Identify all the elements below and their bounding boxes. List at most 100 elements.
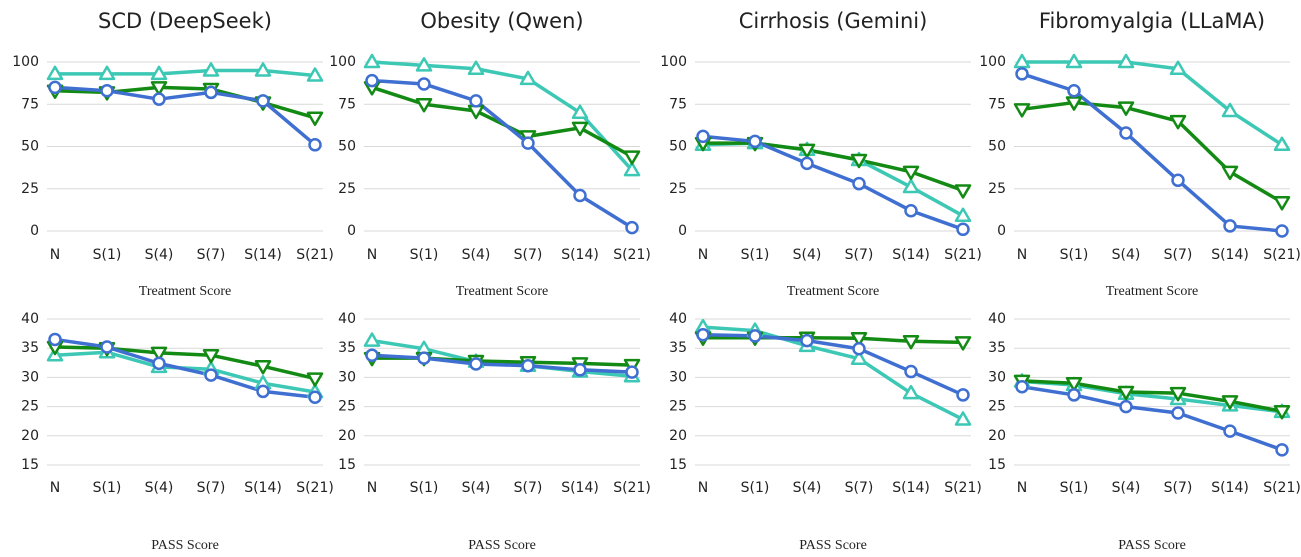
y-tick-label: 50 <box>988 139 1006 155</box>
y-tick-label: 35 <box>669 340 687 356</box>
panel: 15 20 25 30 35 40 N S(1) S(4) S(7) S(14) S(21) PASS … <box>669 311 982 553</box>
x-tick-label: N <box>698 247 708 263</box>
marker <box>1273 405 1291 420</box>
x-tick-label: S(14) <box>892 480 930 496</box>
series-line <box>1021 379 1283 414</box>
x-tick-label: S(21) <box>1263 480 1301 496</box>
y-tick-label: 25 <box>338 181 356 197</box>
x-tick-label: S(1) <box>410 247 439 263</box>
x-tick-label: S(7) <box>197 247 226 263</box>
series-line <box>1022 60 1283 147</box>
y-tick-label: 20 <box>338 428 356 444</box>
series-line <box>703 141 964 193</box>
marker <box>1117 385 1135 401</box>
x-tick-label: S(1) <box>93 247 122 263</box>
y-tick-label: 50 <box>21 139 39 155</box>
marker <box>306 372 324 387</box>
y-tick-label: 50 <box>338 139 356 155</box>
marker <box>1223 219 1237 233</box>
x-tick-label: S(21) <box>613 480 651 496</box>
x-tick-label: N <box>367 247 377 263</box>
y-tick-label: 75 <box>669 96 687 112</box>
x-tick-label: S(7) <box>514 480 543 496</box>
marker <box>150 81 168 96</box>
marker <box>1171 406 1185 420</box>
marker <box>571 121 589 137</box>
marker <box>1015 379 1029 394</box>
x-axis-label: PASS Score <box>1118 538 1186 553</box>
marker <box>467 60 485 76</box>
series-line <box>703 335 964 345</box>
x-tick-label: S(1) <box>93 480 122 496</box>
marker <box>573 363 587 377</box>
marker <box>798 143 816 159</box>
panel: 15 20 25 30 35 40 N S(1) S(4) S(7) S(14) S(21) PASS … <box>338 311 651 553</box>
marker <box>1117 53 1135 69</box>
panel: Cirrhosis (Gemini) 0 25 50 75 100 N S(1) S(4) S(7… <box>660 9 982 299</box>
marker <box>954 207 972 223</box>
marker <box>1169 386 1187 402</box>
y-tick-label: 100 <box>329 54 356 70</box>
y-tick-label: 35 <box>988 340 1006 356</box>
marker <box>363 332 381 347</box>
marker <box>365 348 379 362</box>
series-line <box>54 345 316 381</box>
marker <box>1013 103 1031 118</box>
x-tick-label: S(21) <box>613 247 651 263</box>
marker <box>519 70 537 86</box>
marker <box>748 134 762 149</box>
marker <box>1221 165 1239 181</box>
y-tick-label: 40 <box>669 311 687 327</box>
marker <box>800 333 814 348</box>
marker <box>1223 424 1237 438</box>
y-tick-label: 30 <box>988 369 1006 385</box>
y-tick-label: 25 <box>338 399 356 415</box>
x-tick-label: N <box>50 247 60 263</box>
x-tick-label: S(14) <box>244 247 282 263</box>
marker <box>852 176 866 191</box>
marker <box>202 62 220 77</box>
panel: Fibromyalgia (LLaMA) 0 25 50 75 100 N S(1) S(4) S… <box>979 9 1301 299</box>
marker <box>573 188 587 203</box>
marker <box>306 67 324 82</box>
marker <box>202 348 220 364</box>
y-tick-label: 25 <box>21 399 39 415</box>
marker <box>1065 96 1083 111</box>
marker <box>152 92 166 106</box>
chart-title: Cirrhosis (Gemini) <box>739 9 928 33</box>
marker <box>1221 395 1239 410</box>
series-line <box>371 60 634 172</box>
x-tick-label: S(7) <box>845 480 874 496</box>
x-tick-label: S(4) <box>793 480 822 496</box>
marker <box>100 83 114 98</box>
panel: Obesity (Qwen) 0 25 50 75 100 N S(1) S(4) S(7) S(1… <box>329 9 651 299</box>
x-tick-label: S(4) <box>1112 480 1141 496</box>
y-tick-label: 35 <box>338 340 356 356</box>
marker <box>254 360 272 375</box>
marker <box>623 150 641 165</box>
marker <box>48 332 62 347</box>
x-axis-label: PASS Score <box>799 538 867 553</box>
y-tick-label: 100 <box>979 54 1006 70</box>
y-tick-label: 40 <box>21 311 39 327</box>
series-line <box>55 68 316 78</box>
marker <box>48 80 62 95</box>
x-tick-label: S(21) <box>1263 247 1301 263</box>
marker <box>850 153 868 169</box>
marker <box>308 138 322 152</box>
y-tick-label: 100 <box>660 54 687 70</box>
x-tick-label: S(14) <box>561 247 599 263</box>
marker <box>1273 136 1291 152</box>
y-tick-label: 20 <box>669 428 687 444</box>
panel: 15 20 25 30 35 40 N S(1) S(4) S(7) S(14) S(21) PASS … <box>988 311 1301 553</box>
x-tick-label: S(21) <box>296 247 334 263</box>
y-tick-label: 40 <box>988 311 1006 327</box>
marker <box>415 57 433 72</box>
marker <box>204 368 218 382</box>
marker <box>98 65 116 81</box>
marker <box>1169 114 1187 130</box>
series-line <box>702 325 964 422</box>
marker <box>1067 83 1081 98</box>
marker <box>152 356 166 371</box>
marker <box>256 384 270 399</box>
